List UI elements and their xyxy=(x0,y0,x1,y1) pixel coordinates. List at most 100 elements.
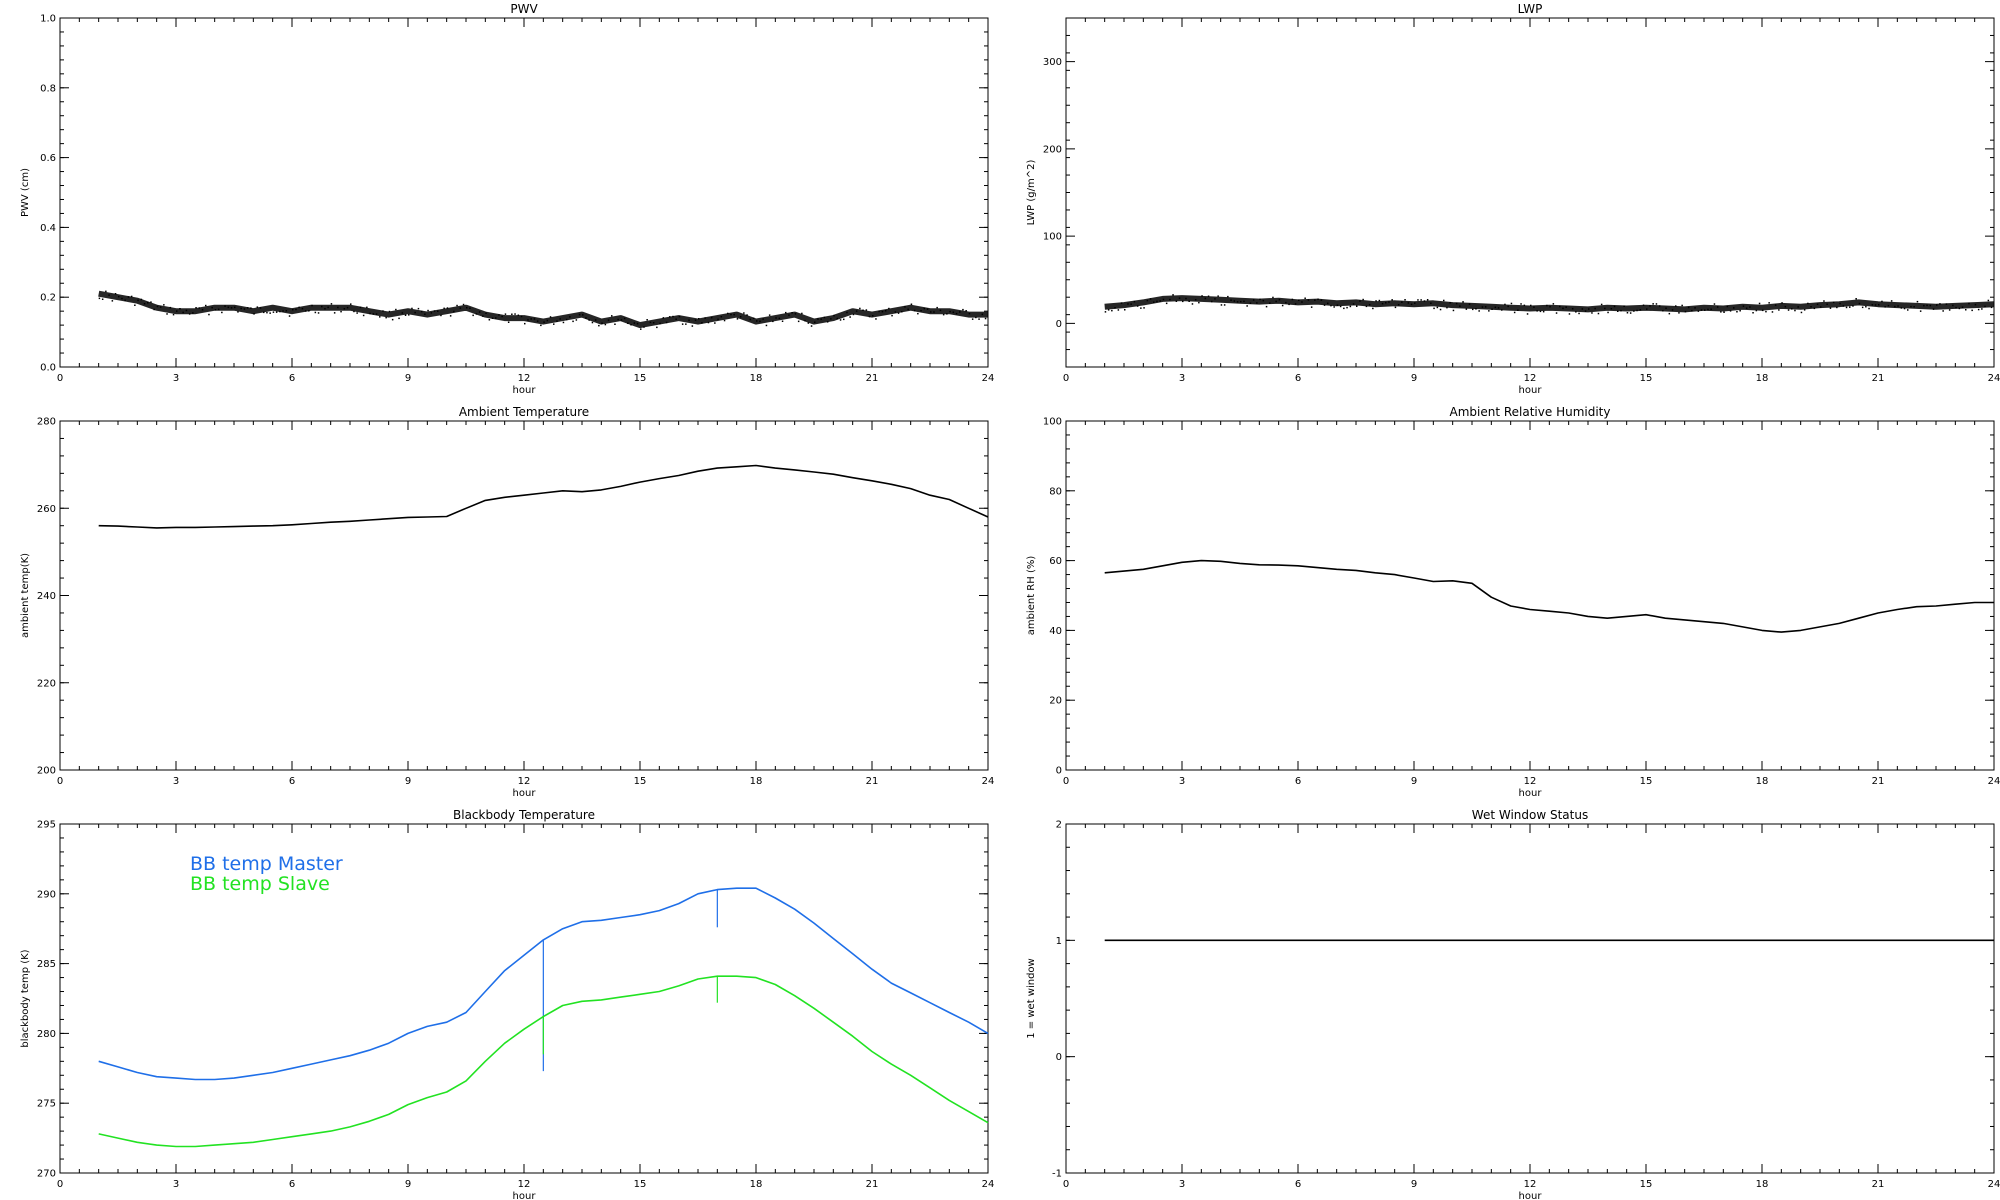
data-point xyxy=(588,319,590,321)
data-point xyxy=(591,321,594,324)
data-point xyxy=(607,319,610,321)
data-point xyxy=(1491,308,1493,310)
data-point xyxy=(1932,308,1935,310)
data-point xyxy=(1626,312,1629,314)
data-point xyxy=(1449,302,1451,304)
data-point xyxy=(797,320,800,323)
data-point xyxy=(833,314,835,317)
x-axis-label: hour xyxy=(1519,385,1543,396)
y-tick-label: 260 xyxy=(37,504,56,515)
data-point xyxy=(681,323,684,325)
data-point xyxy=(1713,303,1716,305)
plot-frame xyxy=(1065,420,1995,771)
data-point xyxy=(623,317,626,320)
data-point xyxy=(1865,306,1867,308)
data-point xyxy=(1881,300,1883,303)
data-point xyxy=(1894,305,1896,308)
data-point xyxy=(414,311,416,314)
data-point xyxy=(559,318,561,320)
data-point xyxy=(1298,299,1300,301)
data-point xyxy=(1124,309,1126,311)
data-point xyxy=(317,312,320,314)
data-point xyxy=(1236,301,1239,303)
data-point xyxy=(176,310,178,312)
data-point xyxy=(1961,306,1964,308)
data-point xyxy=(572,320,574,323)
y-axis-label: PWV (cm) xyxy=(20,168,31,217)
data-point xyxy=(485,312,487,314)
data-point xyxy=(1613,305,1616,308)
data-point xyxy=(1919,310,1922,312)
data-point xyxy=(756,320,758,322)
data-point xyxy=(594,319,597,321)
data-point xyxy=(430,312,433,314)
data-point xyxy=(1816,303,1819,305)
data-point xyxy=(404,314,407,316)
y-tick-label: 0.8 xyxy=(40,83,56,94)
data-point xyxy=(466,307,468,309)
plot-frame xyxy=(1065,823,1995,1174)
data-point xyxy=(1774,304,1777,306)
data-point xyxy=(1465,308,1468,310)
data-point xyxy=(514,313,516,315)
data-point xyxy=(1842,305,1845,307)
data-point xyxy=(917,312,919,315)
data-point xyxy=(1433,307,1435,310)
data-point xyxy=(1343,307,1345,310)
data-point xyxy=(1990,306,1993,309)
y-tick-label: 60 xyxy=(1049,556,1062,567)
data-point xyxy=(1948,309,1951,311)
data-point xyxy=(1633,310,1635,312)
series-line xyxy=(98,975,989,1148)
data-point xyxy=(1681,304,1683,307)
data-point xyxy=(553,323,555,325)
data-point xyxy=(688,319,690,321)
data-point xyxy=(952,311,955,313)
data-point xyxy=(1153,301,1155,303)
data-point xyxy=(965,310,967,312)
x-tick-label: 18 xyxy=(1756,373,1769,384)
x-tick-label: 6 xyxy=(289,776,295,787)
data-point xyxy=(656,326,658,329)
data-point xyxy=(1974,303,1977,306)
data-point xyxy=(1256,302,1258,304)
data-point xyxy=(759,320,761,323)
data-point xyxy=(1655,303,1658,305)
data-point xyxy=(1484,306,1487,308)
data-point xyxy=(849,316,851,318)
data-point xyxy=(314,311,317,314)
x-tick-label: 3 xyxy=(173,776,179,787)
data-point xyxy=(1146,299,1149,302)
data-point xyxy=(1945,303,1948,305)
data-point xyxy=(1504,303,1506,306)
data-point xyxy=(1617,310,1619,312)
x-tick-label: 6 xyxy=(1295,776,1301,787)
data-point xyxy=(868,315,871,318)
data-point xyxy=(939,309,942,312)
data-point xyxy=(1452,309,1455,312)
chart-wet-window-status: Wet Window Status hour 1 = wet window 0 3 6 9 1… xyxy=(1026,808,2000,1200)
data-point xyxy=(894,311,897,313)
data-point xyxy=(1368,304,1371,306)
data-point xyxy=(1439,308,1442,311)
y-tick-label: 290 xyxy=(37,889,56,900)
data-point xyxy=(292,308,294,311)
y-tick-label: 280 xyxy=(37,1029,56,1040)
data-point xyxy=(1987,299,1990,302)
data-point xyxy=(453,310,455,313)
data-point xyxy=(543,321,545,323)
data-point xyxy=(1591,312,1593,314)
data-point xyxy=(266,311,268,314)
x-tick-label: 15 xyxy=(634,373,647,384)
data-point xyxy=(1800,311,1803,314)
y-tick-label: 300 xyxy=(1043,57,1062,68)
data-point xyxy=(920,310,922,312)
data-point xyxy=(259,307,262,309)
data-point xyxy=(1884,306,1886,308)
data-point xyxy=(1436,306,1439,309)
data-point xyxy=(504,313,507,315)
data-point xyxy=(949,310,951,313)
data-point xyxy=(710,316,713,319)
x-tick-label: 9 xyxy=(1411,373,1417,384)
data-point xyxy=(121,297,123,300)
